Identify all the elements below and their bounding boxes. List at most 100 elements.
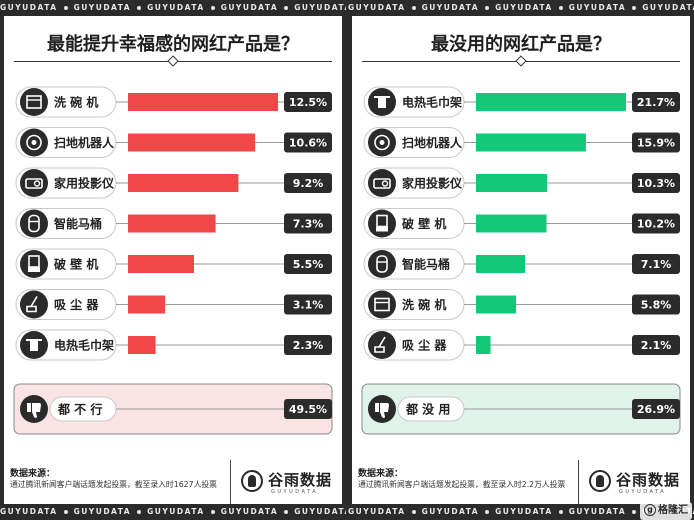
chart-row: 智能马桶 7.1% [363, 248, 680, 280]
strip-brand-text: GUYUDATA [294, 507, 346, 516]
none-option-value: 26.9% [637, 403, 675, 416]
strip-brand-text: GUYUDATA [220, 507, 279, 516]
bar [476, 133, 586, 152]
robot-vacuum-icon [26, 134, 42, 151]
dishwasher-icon [26, 95, 42, 109]
value-badge [632, 92, 680, 112]
strip-brand-text: GUYUDATA [294, 3, 346, 12]
icon-detail [31, 140, 37, 145]
strip-brand-text: GUYUDATA [348, 3, 406, 12]
category-label: 家用投影仪 [54, 176, 115, 191]
icon-badge [368, 290, 396, 319]
right-panel: GUYUDATA GUYUDATA GUYUDATA GUYUDATA GUYUDATA… [348, 0, 694, 520]
icon-badge [20, 290, 48, 319]
value-badge [284, 294, 332, 315]
strip-brand-text: GUYUDATA [0, 507, 58, 516]
icon-detail [376, 226, 388, 232]
value-badge [632, 399, 680, 419]
logo-text: 谷雨数据 [268, 471, 333, 489]
strip-dot-icon [137, 6, 142, 10]
logo-subtext: GUYUDATA [619, 489, 667, 495]
value-badge [632, 254, 680, 274]
thumbs-down-icon [27, 403, 41, 418]
strip-brand-text: GUYUDATA [73, 3, 132, 12]
strip-dot-icon [411, 510, 416, 514]
chart-row: 吸 尘 器 3.1% [15, 289, 332, 320]
none-option: 都 没 用 26.9% [361, 383, 681, 435]
bottom-brand-strip: GUYUDATA GUYUDATA GUYUDATA GUYUDATA GUYUDATA [0, 504, 346, 520]
chart-row: 破 壁 机 5.5% [15, 248, 332, 280]
value-label: 5.8% [641, 299, 672, 312]
chart-row: 扫地机器人 15.9% [363, 127, 680, 158]
none-option: 都 不 行 49.5% [13, 383, 333, 435]
smart-toilet-icon [376, 255, 388, 273]
chart-row: 吸 尘 器 2.1% [363, 329, 680, 361]
left-bar-chart: 洗 碗 机 12.5% 扫地机器人 10.6% 家用投影仪 9.2% 智能马桶 7.3% 破 壁… [13, 86, 333, 435]
strip-brand-text: GUYUDATA [568, 3, 627, 12]
strip-brand-text: GUYUDATA [642, 3, 694, 12]
value-badge [632, 132, 680, 153]
parrot-logo-icon [241, 470, 263, 492]
top-brand-strip: GUYUDATA GUYUDATA GUYUDATA GUYUDATA GUYUDATA [348, 0, 694, 16]
strip-brand-text: GUYUDATA [147, 507, 205, 516]
logo: 谷雨数据 GUYUDATA [578, 460, 690, 504]
icon-badge [20, 88, 48, 116]
watermark: g 格隆汇 [640, 502, 692, 520]
bar [128, 336, 156, 354]
parrot-logo-icon [589, 470, 611, 492]
value-label: 10.6% [289, 137, 327, 150]
icon-badge [368, 331, 396, 359]
right-bar-chart: 电热毛巾架 21.7% 扫地机器人 15.9% 家用投影仪 10.3% 破 壁 机 10.2%… [361, 86, 681, 435]
value-label: 3.1% [293, 299, 324, 312]
strip-dot-icon [210, 6, 215, 10]
chart-row: 家用投影仪 10.3% [363, 167, 680, 199]
bar [476, 174, 548, 192]
category-label: 洗 碗 机 [402, 297, 446, 312]
value-badge [284, 132, 332, 153]
category-label: 家用投影仪 [402, 176, 463, 191]
value-label: 7.1% [641, 258, 672, 271]
right-footer: 数据来源： 通过腾讯新闻客户端话题发起投票，截至录入时2.2万人投票 谷雨数据 … [352, 460, 690, 504]
source-text: 通过腾讯新闻客户端话题发起投票，截至录入时2.2万人投票 [358, 480, 566, 489]
none-option-value: 49.5% [289, 403, 327, 416]
strip-brand-text: GUYUDATA [495, 3, 553, 12]
icon-detail [28, 267, 40, 272]
watermark-icon: g [644, 504, 656, 516]
top-brand-strip: GUYUDATA GUYUDATA GUYUDATA GUYUDATA GUYUDATA [0, 0, 346, 16]
none-option-label: 都 没 用 [405, 402, 450, 417]
smart-toilet-icon [28, 214, 40, 233]
logo-subtext: GUYUDATA [271, 489, 319, 495]
strip-dot-icon [485, 510, 490, 514]
icon-detail [381, 180, 389, 187]
chart-row: 智能马桶 7.3% [15, 208, 332, 239]
strip-brand-text: GUYUDATA [220, 3, 279, 12]
value-label: 5.5% [293, 258, 324, 271]
strip-brand-text: GUYUDATA [0, 3, 58, 12]
robot-vacuum-icon [374, 134, 390, 151]
strip-brand-text: GUYUDATA [348, 507, 406, 516]
value-label: 7.3% [293, 218, 324, 231]
source-title: 数据来源： [10, 469, 56, 479]
vacuum-cleaner-icon [26, 296, 38, 313]
none-option-label: 都 不 行 [57, 402, 102, 417]
category-label: 吸 尘 器 [402, 338, 447, 353]
bar [128, 93, 278, 111]
left-footer: 数据来源： 通过腾讯新闻客户端话题发起投票，截至录入时1627人投票 谷雨数据 … [4, 460, 342, 504]
strip-dot-icon [137, 510, 142, 514]
value-label: 12.5% [289, 96, 327, 109]
source-text: 通过腾讯新闻客户端话题发起投票，截至录入时1627人投票 [10, 480, 217, 489]
left-chart-title: 最能提升幸福感的网红产品是？ [47, 34, 299, 55]
bar [128, 174, 239, 192]
right-card: 最没用的网红产品是？ 电热毛巾架 21.7% 扫地机器人 15.9% 家用投影仪 10.3… [352, 16, 690, 504]
strip-dot-icon [63, 510, 68, 514]
strip-brand-text: GUYUDATA [421, 507, 480, 516]
strip-brand-text: GUYUDATA [73, 507, 132, 516]
category-label: 吸 尘 器 [54, 297, 99, 312]
value-label: 10.2% [637, 218, 675, 231]
icon-badge [368, 250, 396, 278]
strip-dot-icon [632, 510, 637, 514]
value-badge [632, 294, 680, 315]
chart-row: 电热毛巾架 2.3% [15, 329, 332, 361]
chart-row: 洗 碗 机 5.8% [363, 289, 680, 320]
